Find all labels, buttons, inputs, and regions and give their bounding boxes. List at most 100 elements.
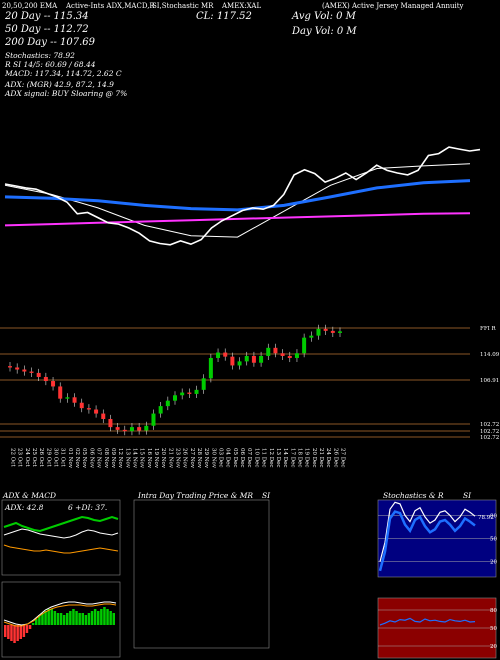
adx-value: ADX: 42.8	[4, 503, 44, 512]
rsi-label: R SI 14/5: 60.69 / 68.44	[5, 60, 96, 69]
ema-line-1	[4, 179, 471, 212]
adx-series-1	[3, 515, 119, 533]
level-label-1: 114.09	[480, 352, 500, 358]
candle-body	[180, 392, 185, 396]
macd-bar	[78, 613, 81, 625]
macd-bar	[4, 625, 7, 637]
rsi-tick-label: 50	[490, 626, 497, 632]
candle-body	[58, 386, 63, 399]
adx-right: 6 +DI: 37.	[68, 503, 107, 512]
candle-body	[101, 413, 106, 419]
macd-bar	[25, 625, 29, 633]
date-label: 20 Dec	[311, 448, 317, 468]
close-label: CL: 117.52	[196, 11, 252, 22]
date-label: 22 Oct	[10, 448, 16, 467]
candle-body	[122, 429, 127, 432]
candle-body	[129, 427, 134, 432]
header-ema-text: Active-Ints ADX,MACD,R	[66, 2, 155, 10]
macd-bar	[35, 619, 38, 625]
macd-line-0	[3, 601, 117, 626]
date-label: 11 Dec	[261, 448, 267, 468]
macd-bar	[90, 611, 94, 625]
date-label: 07 Nov	[96, 448, 102, 469]
header-symbol: AMEX:XAL	[222, 2, 262, 10]
candle-body	[294, 353, 299, 358]
macd-bar	[87, 613, 91, 625]
candle-body	[94, 409, 99, 414]
macd-bar	[109, 611, 112, 625]
macd-bar	[41, 613, 44, 625]
date-label: 08 Nov	[103, 448, 109, 469]
candle-body	[244, 355, 249, 362]
rsi-grid: 80 50 20	[378, 608, 497, 650]
ema-line-0	[4, 163, 471, 238]
stoch-k-line	[379, 501, 476, 562]
ma200-label: 200 Day -- 107.69	[5, 37, 95, 48]
adx-signal-label: ADX signal: BUY Sloaring @ 7%	[5, 89, 128, 98]
candle-body	[237, 361, 242, 366]
date-label: 23 Oct	[17, 448, 23, 467]
date-label: 26 Nov	[182, 448, 188, 469]
candle-body	[280, 353, 285, 356]
macd-bar	[84, 615, 88, 625]
macd-bar	[112, 613, 115, 625]
date-label: 24 Dec	[325, 448, 331, 468]
date-label: 24 Oct	[24, 448, 30, 467]
stoch-line: 78.92	[378, 501, 494, 572]
candle-body	[266, 347, 271, 356]
header-ema-label: 20,50,200 EMA	[2, 2, 58, 10]
macd-line-1	[3, 603, 117, 627]
candle-body	[223, 352, 228, 357]
candle-body	[251, 355, 256, 363]
macd-bar	[56, 613, 60, 625]
date-label: 25 Oct	[31, 448, 37, 467]
macd-bar	[75, 611, 78, 625]
macd-bar	[38, 615, 41, 625]
date-label: 01 Nov	[67, 448, 73, 469]
level-label-4: 102.72	[480, 429, 499, 435]
candle-body	[22, 369, 27, 372]
date-label: 07 Dec	[246, 448, 252, 468]
date-label: 21 Nov	[167, 448, 173, 469]
date-label: 12 Dec	[268, 448, 274, 468]
date-label: 10 Dec	[253, 448, 259, 468]
date-label: 14 Nov	[131, 448, 137, 469]
candle-body	[86, 408, 91, 410]
stoch-panel-si: SI	[463, 491, 472, 500]
date-label: 17 Dec	[289, 448, 295, 468]
macd-bar	[7, 625, 10, 639]
date-label: 19 Nov	[153, 448, 159, 469]
date-label: 27 Nov	[189, 448, 195, 469]
date-label: 16 Nov	[146, 448, 152, 469]
macd-bar	[22, 625, 26, 637]
macd-bar	[72, 609, 75, 625]
header-si-text: SI,Stochastic MR	[152, 2, 214, 10]
stoch-value-label: 78.92	[478, 515, 494, 521]
candle-body	[287, 355, 292, 358]
candle-body	[151, 413, 156, 426]
candle-body	[201, 378, 206, 390]
macd-bar	[106, 609, 109, 625]
candle-body	[144, 425, 149, 431]
macd-bar	[53, 611, 57, 625]
candle-body	[194, 389, 199, 394]
candle-body	[273, 347, 278, 354]
price-line	[4, 146, 481, 246]
candle-body	[108, 418, 113, 428]
candle-body	[208, 357, 213, 379]
candle-body	[29, 371, 34, 373]
macd-bar	[59, 613, 63, 625]
candle-body	[330, 330, 335, 333]
date-label: 20 Nov	[160, 448, 166, 469]
date-label: 06 Dec	[239, 448, 245, 468]
ema-line-2	[4, 212, 471, 227]
date-label: 29 Oct	[45, 448, 51, 467]
candle-body	[230, 356, 235, 366]
rsi-tick-label: 80	[490, 608, 497, 614]
macd-bar	[103, 607, 106, 625]
macd-bar	[28, 625, 32, 629]
candle-body	[259, 355, 264, 363]
macd-bar	[81, 613, 84, 625]
